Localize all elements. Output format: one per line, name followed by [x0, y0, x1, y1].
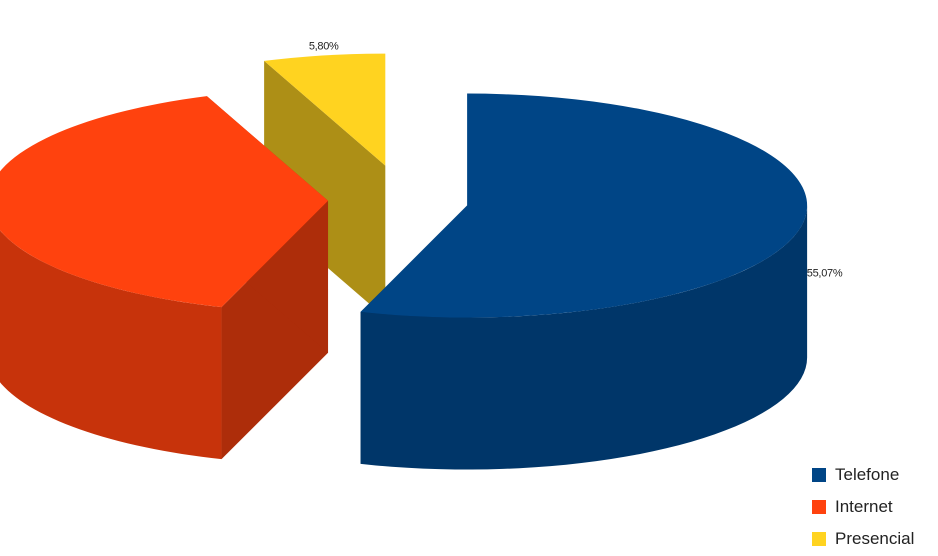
pie-slice-top-telefone [360, 93, 808, 318]
pie-slice-side-telefone-0 [360, 205, 808, 470]
legend-swatch-telefone [812, 468, 826, 482]
pie-slice-presencial [264, 53, 386, 318]
pie-slice-internet [0, 96, 329, 460]
legend-label-telefone: Telefone [835, 465, 900, 484]
legend-swatch-presencial [812, 532, 826, 546]
pie-slice-wall-presencial-0 [264, 60, 386, 318]
legend-item-telefone: Telefone [812, 462, 914, 488]
legend: Telefone Internet Presencial [812, 462, 914, 552]
legend-swatch-internet [812, 500, 826, 514]
data-label-telefone: 55,07% [807, 268, 843, 280]
pie-slice-telefone [360, 93, 808, 470]
legend-item-internet: Internet [812, 494, 914, 520]
pie-slice-top-presencial [264, 53, 386, 166]
legend-label-presencial: Presencial [835, 529, 915, 548]
data-label-presencial: 5,80% [309, 40, 339, 52]
pie-slice-top-internet [0, 96, 329, 308]
legend-item-presencial: Presencial [812, 526, 914, 552]
pie-slice-side-internet-0 [0, 230, 222, 460]
legend-label-internet: Internet [835, 497, 893, 516]
